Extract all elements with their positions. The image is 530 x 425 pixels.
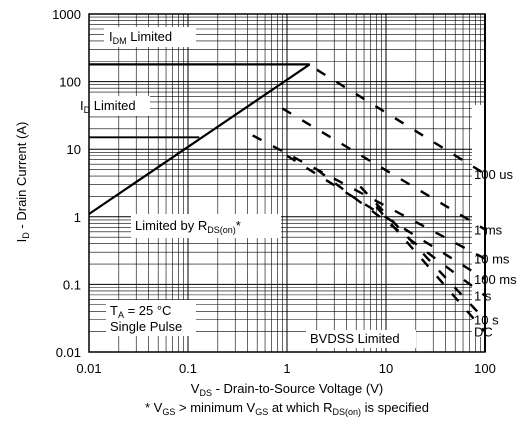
y-tick-label: 1000 <box>52 7 81 22</box>
series-label: 100 us <box>474 167 514 182</box>
plot-area-frame <box>88 13 486 353</box>
label-background <box>472 105 485 337</box>
y-tick-label: 0.1 <box>63 277 81 292</box>
x-axis-label: VDS - Drain-to-Source Voltage (V) <box>191 381 383 398</box>
y-axis-label: ID - Drain Current (A) <box>14 122 31 243</box>
series-label: 100 ms <box>474 272 517 287</box>
series-label: 10 ms <box>474 252 510 267</box>
series-label: 1 ms <box>474 222 503 237</box>
y-tick-label: 0.01 <box>56 345 81 360</box>
y-tick-label: 10 <box>67 142 81 157</box>
pulse-curve-1-ms <box>281 107 486 231</box>
annotation-single-pulse: Single Pulse <box>110 319 182 334</box>
series-label: 10 s <box>474 313 499 328</box>
annotation-background <box>106 300 196 336</box>
series-label: 1 s <box>474 289 492 304</box>
annotation-idm-limited: IDM Limited <box>109 29 172 46</box>
annotation-background <box>104 27 196 47</box>
pulse-curve-100-ms <box>286 154 486 281</box>
series-label: DC <box>474 325 493 340</box>
annotation-bvdss-limited: BVDSS Limited <box>310 331 400 346</box>
series-lines: 100 us 1 ms 10 ms 100 ms 1 s 10 sDC <box>76 14 517 352</box>
annotation-background <box>76 96 150 116</box>
annotation-ambient-temperature: TA = 25 °C <box>110 303 171 320</box>
x-tick-label: 1 <box>283 361 290 376</box>
pulse-curve-10-ms <box>252 134 486 260</box>
rds-on-limit-line <box>88 63 311 215</box>
y-tick-label: 100 <box>59 75 81 90</box>
pulse-curve-100-us <box>316 68 486 175</box>
tick-labels: 0.01 0.1 1 10 100 0.01 0.1 1 10 100 1000 <box>52 7 496 376</box>
x-axis-footnote: * VGS > minimum VGS at which RDS(on) is … <box>145 400 429 417</box>
annotation-background <box>306 330 416 348</box>
x-tick-label: 0.01 <box>76 361 101 376</box>
x-tick-label: 0.1 <box>179 361 197 376</box>
grid-lines <box>88 14 485 353</box>
pulse-curve-DC <box>375 206 486 333</box>
pulse-curve-10-s <box>359 185 486 321</box>
annotation-id-limited: ID Limited <box>80 98 136 115</box>
y-tick-label: 1 <box>74 210 81 225</box>
annotation-background <box>131 214 281 238</box>
pulse-curve-1-s <box>316 168 486 297</box>
x-tick-label: 10 <box>379 361 393 376</box>
annotation-rds-on-limited: Limited by RDS(on)* <box>135 218 241 235</box>
x-tick-label: 100 <box>474 361 496 376</box>
